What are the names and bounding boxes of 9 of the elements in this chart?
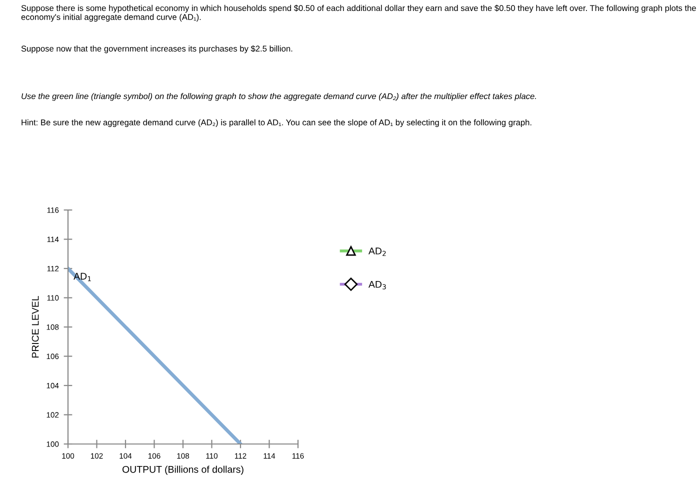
x-axis-title: OUTPUT (Billions of dollars) bbox=[122, 466, 244, 475]
text: Suppose now that the government increases its purchases by $2.5 billion. bbox=[21, 45, 292, 54]
text: Suppose there is some hypothetical economy in which households spend $0.50 of each additional dollar they earn and save the $0.50 they have left over. The following graph plots the economy's initial aggregate demand curve (AD₁). bbox=[21, 4, 696, 22]
y-axis-title: PRICE LEVEL bbox=[32, 296, 39, 358]
series-label: AD$_{1}$ bbox=[74, 272, 91, 282]
legend-label: AD$_{3}$ bbox=[368, 280, 386, 290]
text: Hint: Be sure the new aggregate demand curve (AD₂) is parallel to AD₁. You can see the slope of AD₁ by selecting it on the following graph. bbox=[22, 119, 532, 128]
text: Use the green line (triangle symbol) on the following graph to show the aggregate demand curve (AD₂) after the multiplier effect takes place. bbox=[22, 93, 536, 101]
legend-label: AD$_{2}$ bbox=[368, 248, 386, 256]
